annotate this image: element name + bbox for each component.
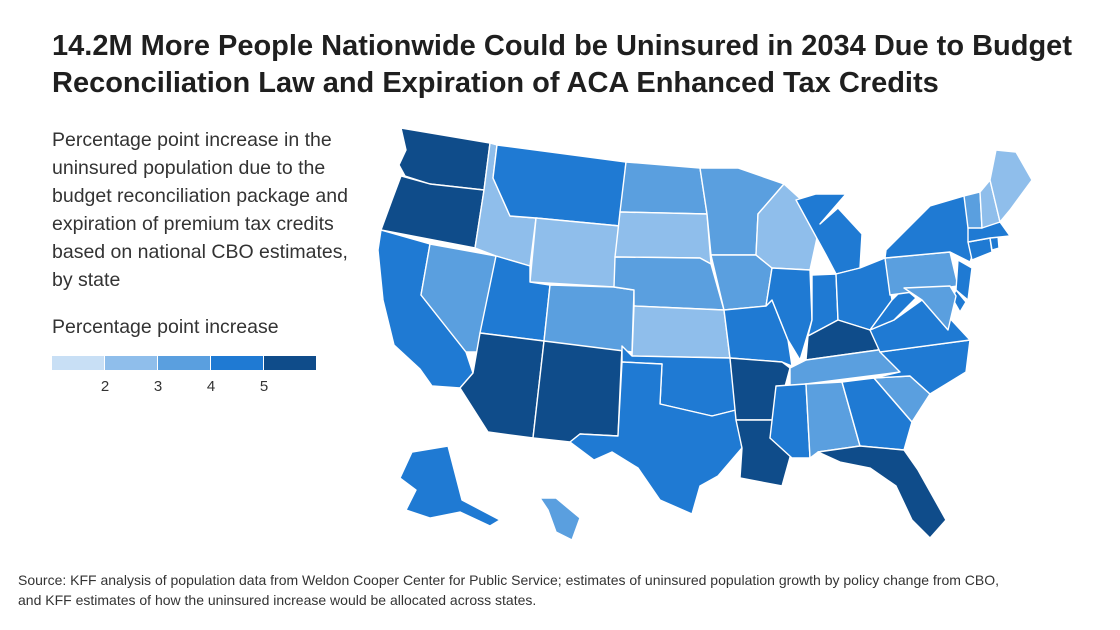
legend-bar <box>52 356 317 370</box>
state-nv[interactable] <box>420 243 497 353</box>
state-vt[interactable] <box>963 191 983 229</box>
state-mi[interactable] <box>795 193 863 275</box>
state-nc[interactable] <box>873 339 971 395</box>
us-choropleth-map <box>377 127 1033 541</box>
state-sd[interactable] <box>614 211 712 265</box>
legend-tick-4: 4 <box>206 378 216 395</box>
legend-tick-2: 2 <box>100 378 110 395</box>
state-hi[interactable] <box>539 497 581 541</box>
state-ms[interactable] <box>769 383 811 459</box>
legend-swatch-3 <box>158 356 210 370</box>
state-nd[interactable] <box>619 161 708 215</box>
state-ak[interactable] <box>399 445 501 527</box>
chart-title: 14.2M More People Nationwide Could be Un… <box>52 30 1072 99</box>
chart-subtitle: Percentage point increase in the uninsur… <box>52 129 348 291</box>
legend-swatch-1 <box>52 356 104 370</box>
state-ks[interactable] <box>631 305 731 359</box>
legend-swatch-5 <box>264 356 316 370</box>
state-nj[interactable] <box>955 259 973 301</box>
state-wy[interactable] <box>529 217 621 288</box>
state-tx[interactable] <box>569 361 743 515</box>
state-fl[interactable] <box>817 445 947 539</box>
state-nm[interactable] <box>532 340 623 443</box>
legend-tick-3: 3 <box>153 378 163 395</box>
state-md[interactable] <box>903 285 957 331</box>
state-il[interactable] <box>765 267 813 361</box>
legend-title: Percentage point increase <box>52 316 279 338</box>
state-co[interactable] <box>543 284 635 353</box>
state-me[interactable] <box>989 149 1033 223</box>
state-mt[interactable] <box>492 144 627 227</box>
source-note: Source: KFF analysis of population data … <box>18 572 1000 608</box>
legend-swatch-4 <box>211 356 263 370</box>
state-ny[interactable] <box>884 195 979 263</box>
color-legend: 2 3 4 5 <box>52 356 320 396</box>
legend-swatch-2 <box>105 356 157 370</box>
legend-tick-5: 5 <box>259 378 269 395</box>
state-ga[interactable] <box>841 377 913 451</box>
